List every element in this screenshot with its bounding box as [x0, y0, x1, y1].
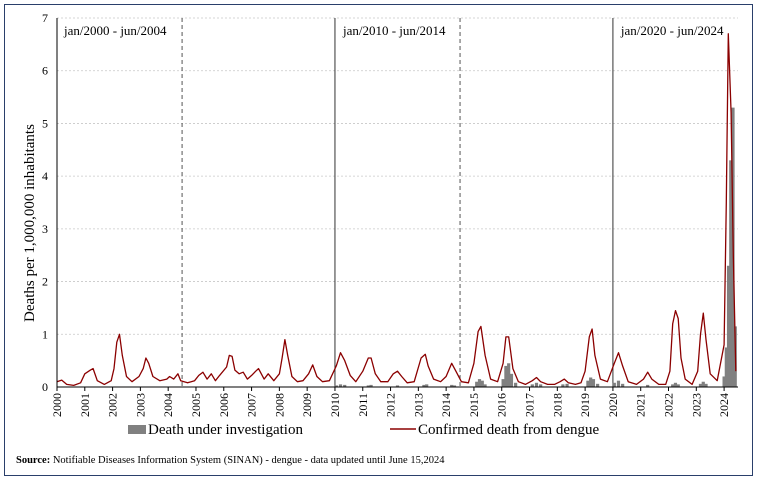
- bar: [395, 385, 400, 387]
- bar: [422, 384, 426, 387]
- legend-label-bar: Death under investigation: [148, 422, 303, 438]
- source-note: Source: Notifiable Diseases Information …: [16, 455, 444, 466]
- x-tick-label: 2009: [300, 393, 314, 417]
- bar: [514, 382, 518, 387]
- bar: [676, 384, 680, 387]
- bar: [729, 160, 733, 387]
- x-tick-label: 2011: [356, 393, 370, 417]
- bar-series: [334, 107, 737, 387]
- bar: [724, 347, 728, 387]
- period-label: jan/2000 - jun/2004: [63, 23, 167, 38]
- period-labels: jan/2000 - jun/2004 jan/2010 - jun/2014 ja…: [63, 23, 724, 38]
- bar: [701, 381, 705, 387]
- bar: [698, 383, 703, 387]
- y-tick-labels: 0 1 2 3 4 5 6 7: [42, 11, 48, 394]
- x-tick-label: 2019: [578, 393, 592, 417]
- x-tick-label: 2010: [328, 393, 342, 417]
- x-tick-label: 2000: [50, 393, 64, 417]
- bar: [475, 381, 479, 387]
- bar: [504, 365, 508, 387]
- period-dividers: [181, 18, 614, 387]
- line-series: [56, 33, 737, 387]
- x-tick-label: 2024: [717, 393, 731, 417]
- y-tick-label: 3: [42, 222, 48, 236]
- x-tick-label: 2013: [411, 393, 425, 417]
- x-tick-label: 2021: [634, 393, 648, 417]
- bar: [369, 384, 373, 387]
- bar: [565, 383, 569, 387]
- bar: [501, 379, 505, 387]
- x-tick-label: 2002: [106, 393, 120, 417]
- bar: [366, 385, 370, 387]
- x-tick-label: 2020: [606, 393, 620, 417]
- bar: [704, 383, 708, 387]
- x-tick-label: 2022: [662, 393, 676, 417]
- bar: [338, 384, 343, 387]
- bar: [722, 376, 726, 387]
- bar: [477, 379, 482, 387]
- axes: [56, 18, 738, 391]
- bar: [589, 377, 593, 387]
- x-tick-label: 2014: [439, 393, 453, 417]
- legend-swatch-bar: [128, 425, 146, 434]
- bar: [616, 380, 621, 387]
- bar: [586, 380, 590, 387]
- bar: [671, 384, 675, 387]
- bar: [646, 384, 650, 387]
- x-tick-label: 2005: [189, 393, 203, 417]
- y-axis-label: Deaths per 1,000,000 inhabitants: [22, 124, 38, 322]
- source-label: Source:: [16, 455, 51, 466]
- x-tick-label: 2018: [550, 393, 564, 417]
- bar: [673, 382, 678, 387]
- x-tick-label: 2004: [161, 393, 175, 417]
- bar: [591, 379, 596, 387]
- period-label: jan/2010 - jun/2014: [342, 23, 446, 38]
- bar: [480, 380, 484, 387]
- bar: [334, 385, 338, 387]
- figure-frame: [4, 4, 753, 476]
- bar: [452, 385, 457, 387]
- x-tick-label: 2003: [133, 393, 147, 417]
- y-tick-label: 0: [42, 380, 48, 394]
- confirmed-death-line: [56, 33, 737, 387]
- x-tick-labels: 2000 2001 2002 2003 2004 2005 2006 2007 2008 2009…: [50, 393, 731, 417]
- bar: [425, 384, 429, 387]
- x-tick-label: 2008: [272, 393, 286, 417]
- x-tick-label: 2006: [217, 393, 231, 417]
- x-tick-label: 2001: [78, 393, 92, 417]
- bar: [539, 384, 543, 387]
- bar: [561, 384, 565, 387]
- x-tick-label: 2007: [245, 393, 259, 417]
- bar: [534, 382, 539, 387]
- bar: [507, 363, 511, 387]
- y-tick-label: 4: [42, 169, 48, 183]
- source-text: Notifiable Diseases Information System (…: [52, 455, 445, 466]
- gridlines: [57, 17, 738, 335]
- x-tick-label: 2012: [384, 393, 398, 417]
- y-tick-label: 6: [42, 64, 48, 78]
- y-tick-label: 2: [42, 275, 48, 289]
- bar: [596, 383, 600, 387]
- bar: [621, 383, 625, 387]
- legend: Death under investigation Confirmed death…: [128, 422, 600, 438]
- x-tick-label: 2017: [523, 393, 537, 417]
- x-tick-label: 2015: [467, 393, 481, 417]
- x-tick-label: 2016: [495, 393, 509, 417]
- bar: [509, 373, 514, 387]
- bar: [612, 382, 616, 387]
- bar: [343, 384, 347, 387]
- bar: [483, 384, 487, 387]
- legend-label-line: Confirmed death from dengue: [418, 422, 600, 438]
- bar: [450, 384, 454, 387]
- y-tick-label: 7: [42, 11, 48, 25]
- y-tick-label: 5: [42, 116, 48, 130]
- period-label: jan/2020 - jun/2024: [620, 23, 724, 38]
- bar: [530, 384, 534, 387]
- bar: [726, 265, 731, 387]
- x-tick-label: 2023: [689, 393, 703, 417]
- y-tick-label: 1: [42, 327, 48, 341]
